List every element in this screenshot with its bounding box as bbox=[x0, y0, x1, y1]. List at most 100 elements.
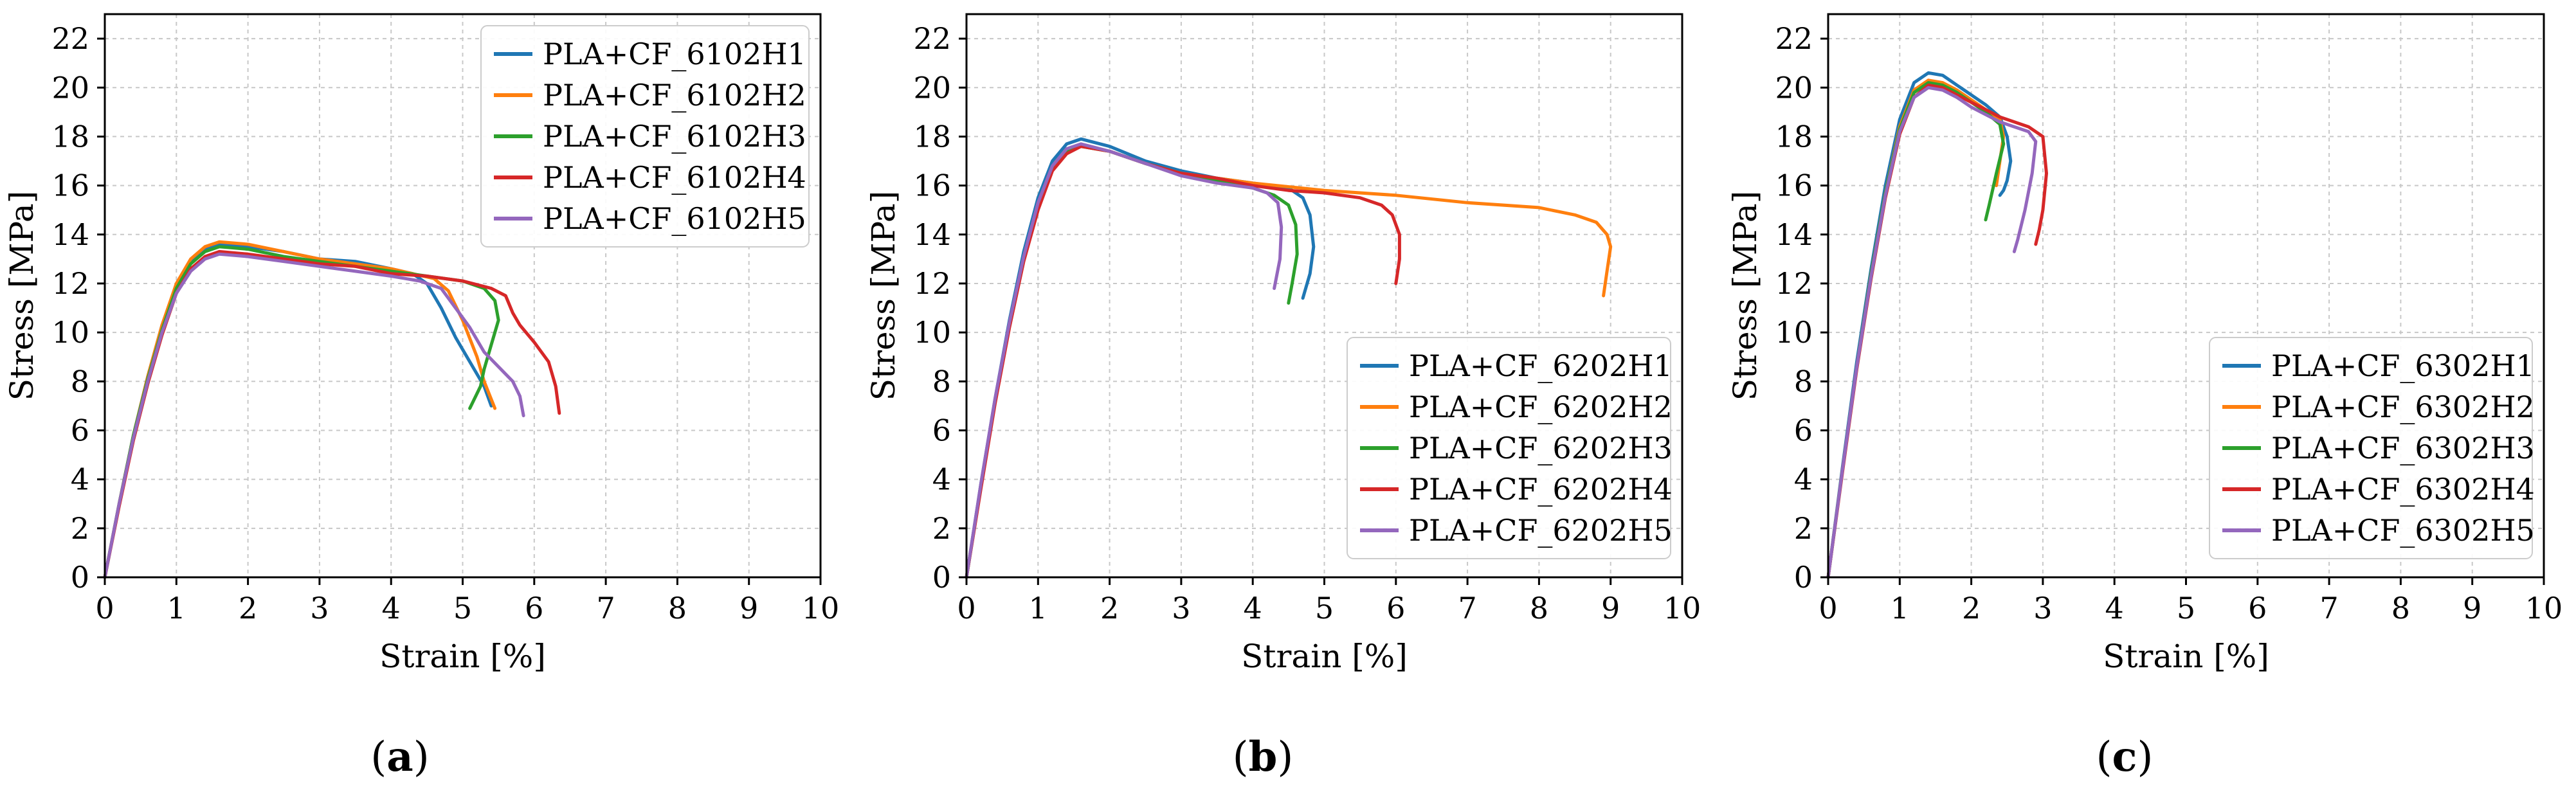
series-line-PLA+CF_6102H1 bbox=[103, 242, 493, 579]
x-tick-label: 1 bbox=[1891, 591, 1909, 626]
legend-label: PLA+CF_6302H1 bbox=[2271, 348, 2535, 383]
series-line-PLA+CF_6102H5 bbox=[103, 252, 525, 579]
series-line-PLA+CF_6302H2 bbox=[1826, 78, 2006, 579]
x-tick-label: 2 bbox=[1962, 591, 1981, 626]
series-line-PLA+CF_6302H3 bbox=[1826, 81, 2006, 579]
x-tick-label: 9 bbox=[1601, 591, 1620, 626]
legend-label: PLA+CF_6102H4 bbox=[543, 160, 806, 195]
x-tick-label: 5 bbox=[1315, 591, 1334, 626]
y-tick-label: 18 bbox=[51, 119, 89, 154]
panel-label-a: (a) bbox=[336, 733, 464, 781]
x-tick-label: 5 bbox=[2177, 591, 2195, 626]
y-tick-label: 18 bbox=[913, 119, 951, 154]
legend-label: PLA+CF_6202H1 bbox=[1409, 348, 1673, 383]
y-tick-label: 10 bbox=[51, 315, 89, 350]
x-tick-label: 6 bbox=[1386, 591, 1405, 626]
y-tick-label: 0 bbox=[71, 560, 89, 595]
x-tick-label: 1 bbox=[1029, 591, 1048, 626]
y-tick-label: 8 bbox=[1794, 364, 1813, 399]
y-tick-label: 6 bbox=[932, 413, 951, 447]
legend-box bbox=[2209, 337, 2533, 559]
x-tick-label: 2 bbox=[239, 591, 257, 626]
legend-label: PLA+CF_6302H5 bbox=[2271, 513, 2535, 548]
panel-label-c-close: ) bbox=[2137, 734, 2154, 781]
x-tick-label: 0 bbox=[1819, 591, 1837, 626]
y-tick-label: 20 bbox=[51, 70, 89, 105]
series-line-PLA+CF_6302H5 bbox=[1826, 86, 2038, 579]
series-line-PLA+CF_6202H5 bbox=[965, 142, 1283, 579]
legend-label: PLA+CF_6202H2 bbox=[1409, 390, 1673, 424]
x-tick-label: 10 bbox=[1664, 591, 1701, 626]
x-tick-label: 10 bbox=[802, 591, 840, 626]
y-axis-label: Stress [MPa] bbox=[3, 191, 41, 401]
y-tick-label: 4 bbox=[932, 462, 951, 497]
x-axis-label: Strain [%] bbox=[1241, 638, 1408, 675]
legend-label: PLA+CF_6202H3 bbox=[1409, 431, 1673, 465]
legend-label: PLA+CF_6202H5 bbox=[1409, 513, 1673, 548]
x-tick-label: 6 bbox=[525, 591, 543, 626]
panel-label-b-close: ) bbox=[1277, 734, 1294, 781]
y-tick-label: 12 bbox=[1775, 266, 1813, 301]
y-tick-label: 22 bbox=[1775, 21, 1813, 56]
x-tick-label: 8 bbox=[1530, 591, 1548, 626]
x-tick-label: 4 bbox=[382, 591, 401, 626]
x-tick-label: 4 bbox=[2105, 591, 2124, 626]
y-tick-label: 6 bbox=[71, 413, 89, 447]
panel-label-a-letter: a bbox=[386, 733, 413, 781]
series-line-PLA+CF_6202H4 bbox=[965, 145, 1401, 579]
x-tick-label: 3 bbox=[310, 591, 329, 626]
panel-label-c-letter: c bbox=[2112, 733, 2137, 781]
x-tick-label: 6 bbox=[2248, 591, 2267, 626]
legend-box bbox=[1347, 337, 1671, 559]
x-axis-label: Strain [%] bbox=[379, 638, 546, 675]
x-tick-label: 1 bbox=[167, 591, 186, 626]
y-tick-label: 16 bbox=[913, 168, 951, 203]
y-tick-label: 16 bbox=[1775, 168, 1813, 203]
y-tick-label: 20 bbox=[913, 70, 951, 105]
x-tick-label: 5 bbox=[453, 591, 472, 626]
y-tick-label: 2 bbox=[932, 511, 951, 546]
x-tick-label: 10 bbox=[2525, 591, 2563, 626]
panel-label-c: (c) bbox=[2060, 733, 2189, 781]
y-tick-label: 14 bbox=[1775, 217, 1813, 252]
y-tick-label: 0 bbox=[932, 560, 951, 595]
x-tick-label: 8 bbox=[668, 591, 687, 626]
legend-label: PLA+CF_6102H5 bbox=[543, 201, 806, 236]
x-tick-label: 3 bbox=[1172, 591, 1190, 626]
y-tick-label: 8 bbox=[932, 364, 951, 399]
legend-label: PLA+CF_6202H4 bbox=[1409, 472, 1673, 507]
y-tick-label: 0 bbox=[1794, 560, 1813, 595]
x-tick-label: 2 bbox=[1100, 591, 1119, 626]
y-tick-label: 16 bbox=[51, 168, 89, 203]
y-tick-label: 22 bbox=[913, 21, 951, 56]
series-line-PLA+CF_6102H2 bbox=[103, 240, 497, 579]
x-tick-label: 9 bbox=[2463, 591, 2481, 626]
y-axis-label: Stress [MPa] bbox=[865, 191, 902, 401]
panel-label-b: (b) bbox=[1199, 733, 1327, 781]
y-tick-label: 10 bbox=[1775, 315, 1813, 350]
x-axis-label: Strain [%] bbox=[2103, 638, 2269, 675]
legend-label: PLA+CF_6102H2 bbox=[543, 78, 806, 113]
legend-box bbox=[480, 25, 810, 248]
y-tick-label: 20 bbox=[1775, 70, 1813, 105]
y-tick-label: 2 bbox=[1794, 511, 1813, 546]
y-tick-label: 6 bbox=[1794, 413, 1813, 447]
panel-label-a-open: ( bbox=[370, 734, 387, 781]
series-line-PLA+CF_6202H1 bbox=[965, 137, 1316, 579]
y-tick-label: 14 bbox=[913, 217, 951, 252]
y-tick-label: 14 bbox=[51, 217, 89, 252]
legend-label: PLA+CF_6302H2 bbox=[2271, 390, 2535, 424]
y-tick-label: 12 bbox=[51, 266, 89, 301]
y-tick-label: 2 bbox=[71, 511, 89, 546]
legend-label: PLA+CF_6102H1 bbox=[543, 37, 806, 71]
x-tick-label: 7 bbox=[596, 591, 615, 626]
series-line-PLA+CF_6302H1 bbox=[1826, 71, 2013, 579]
series-line-PLA+CF_6202H3 bbox=[965, 145, 1299, 579]
y-tick-label: 4 bbox=[71, 462, 89, 497]
x-tick-label: 0 bbox=[95, 591, 114, 626]
x-tick-label: 0 bbox=[957, 591, 975, 626]
